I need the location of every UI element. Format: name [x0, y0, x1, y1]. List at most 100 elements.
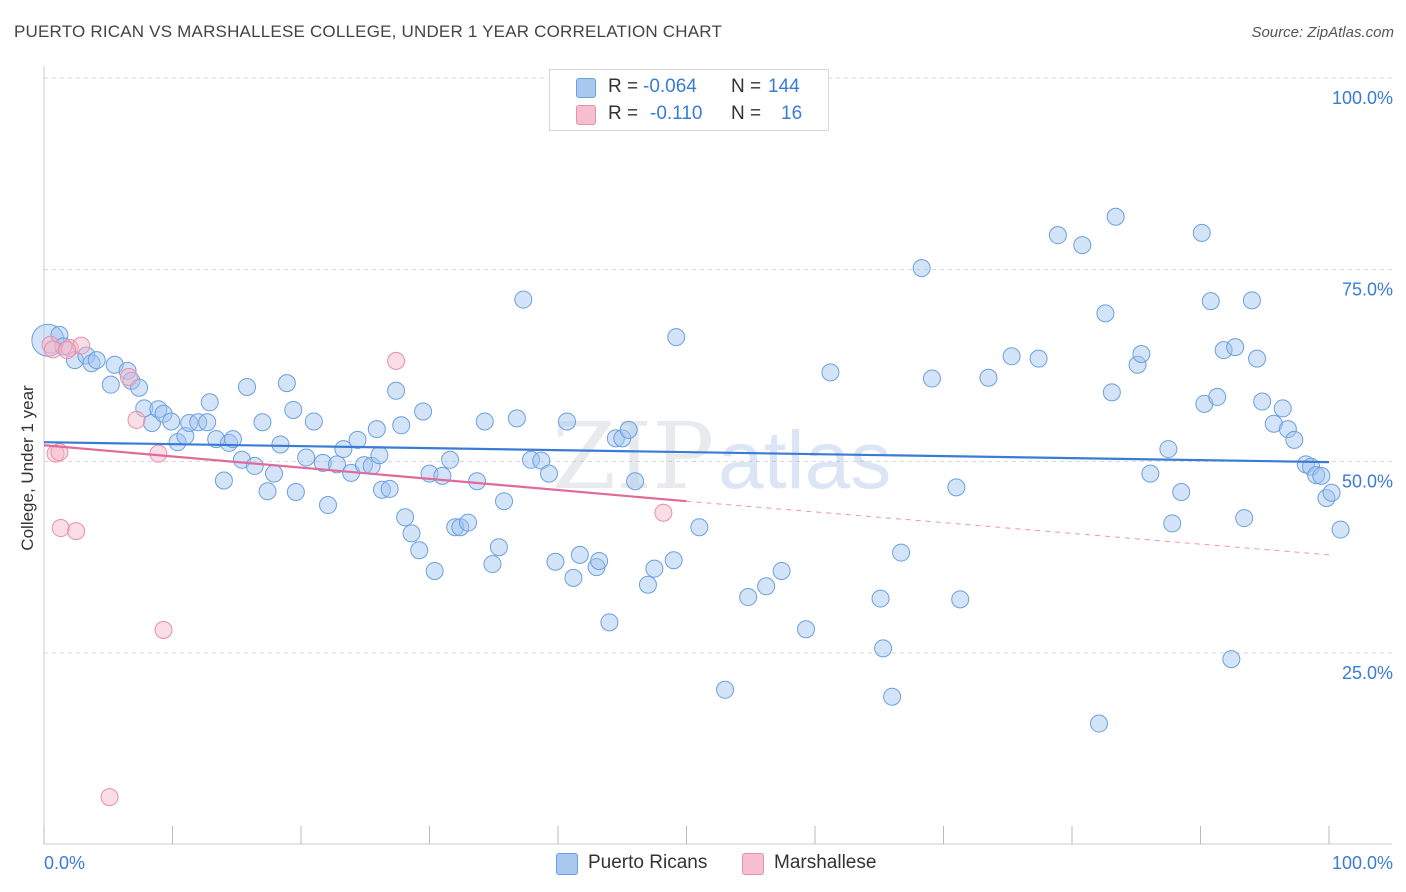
point-puerto-rican: [118, 361, 137, 380]
point-puerto-rican: [1235, 509, 1254, 528]
point-puerto-rican: [433, 466, 452, 485]
point-puerto-rican: [1002, 347, 1021, 366]
point-puerto-rican: [690, 518, 709, 537]
trend-line-marshallese-extension: [686, 500, 1330, 556]
point-puerto-rican: [540, 464, 559, 483]
point-puerto-rican: [1285, 430, 1304, 449]
point-puerto-rican: [468, 472, 487, 491]
point-puerto-rican: [874, 639, 893, 658]
point-puerto-rican: [162, 412, 181, 431]
bottom-legend-swatch-pink: [742, 853, 764, 875]
point-puerto-rican: [1029, 349, 1048, 368]
point-puerto-rican: [1264, 414, 1283, 433]
point-puerto-rican: [402, 524, 421, 543]
point-puerto-rican: [318, 496, 337, 515]
y-axis-label: College, Under 1 year: [18, 385, 37, 551]
point-puerto-rican: [101, 375, 120, 394]
point-puerto-rican: [1253, 392, 1272, 411]
point-marshallese: [654, 503, 673, 522]
point-puerto-rican: [564, 568, 583, 587]
point-marshallese: [60, 338, 79, 357]
watermark-atlas: atlas: [718, 415, 891, 506]
point-puerto-rican: [200, 393, 219, 412]
y-tick-label: 50.0%: [1342, 471, 1393, 491]
point-puerto-rican: [425, 561, 444, 580]
point-puerto-rican: [772, 561, 791, 580]
point-puerto-rican: [1163, 514, 1182, 533]
point-puerto-rican: [600, 613, 619, 632]
point-puerto-rican: [380, 479, 399, 498]
point-puerto-rican: [265, 464, 284, 483]
legend-r-value: -0.064: [643, 76, 697, 97]
point-puerto-rican: [313, 453, 332, 472]
point-puerto-rican: [1222, 650, 1241, 669]
point-puerto-rican: [1159, 440, 1178, 459]
y-tick-label: 75.0%: [1342, 280, 1393, 300]
point-puerto-rican: [947, 478, 966, 497]
point-puerto-rican: [1132, 345, 1151, 363]
point-puerto-rican: [387, 381, 406, 400]
point-puerto-rican: [821, 363, 840, 382]
point-puerto-rican: [475, 412, 494, 431]
point-puerto-rican: [1201, 292, 1220, 311]
point-marshallese: [100, 788, 119, 807]
point-puerto-rican: [1242, 291, 1261, 310]
point-marshallese: [154, 621, 173, 639]
point-puerto-rican: [370, 446, 389, 465]
point-puerto-rican: [1278, 420, 1297, 439]
point-puerto-rican: [1312, 466, 1331, 485]
legend-r-value: -0.110: [650, 103, 703, 124]
point-puerto-rican: [1172, 483, 1191, 501]
point-marshallese: [72, 336, 91, 355]
bottom-legend-swatch-blue: [556, 853, 578, 875]
bottom-legend-label: Marshallese: [774, 852, 877, 873]
point-puerto-rican: [410, 541, 429, 560]
point-puerto-rican: [367, 420, 386, 439]
point-puerto-rican: [1226, 338, 1245, 357]
watermark-zip: ZIP: [552, 403, 714, 510]
point-puerto-rican: [922, 369, 941, 388]
point-puerto-rican: [1073, 236, 1092, 255]
point-puerto-rican: [1208, 387, 1227, 406]
point-puerto-rican: [979, 368, 998, 387]
point-marshallese: [67, 522, 86, 541]
point-puerto-rican: [871, 589, 890, 608]
trend-line-marshallese: [43, 444, 687, 503]
point-puerto-rican: [495, 492, 514, 511]
legend-n-label: N =: [731, 103, 762, 124]
point-puerto-rican: [716, 680, 735, 699]
legend-r-label: R =: [608, 103, 639, 124]
point-puerto-rican: [1096, 304, 1115, 323]
point-puerto-rican: [284, 400, 303, 419]
legend-n-label: N =: [731, 76, 762, 97]
point-puerto-rican: [590, 552, 609, 570]
legend-row-puerto-ricans: R = -0.064 N = 144: [550, 74, 828, 100]
point-puerto-rican: [483, 555, 502, 574]
legend-swatch-blue: [576, 78, 596, 98]
point-puerto-rican: [1331, 520, 1350, 539]
x-tick-label: 0.0%: [44, 853, 85, 873]
point-puerto-rican: [304, 412, 323, 431]
point-puerto-rican: [507, 409, 526, 428]
point-puerto-rican: [223, 430, 242, 449]
point-puerto-rican: [489, 538, 508, 557]
correlation-legend: R = -0.064 N = 144 R = -0.110 N = 16: [549, 69, 829, 131]
legend-row-marshallese: R = -0.110 N = 16: [550, 101, 828, 127]
point-puerto-rican: [883, 687, 902, 706]
point-puerto-rican: [606, 429, 625, 448]
point-puerto-rican: [238, 377, 257, 396]
point-puerto-rican: [1214, 341, 1233, 360]
point-puerto-rican: [372, 480, 391, 499]
point-puerto-rican: [1192, 223, 1211, 242]
point-puerto-rican: [327, 455, 346, 474]
y-tick-label: 100.0%: [1332, 88, 1393, 108]
point-puerto-rican: [348, 430, 367, 449]
point-puerto-rican: [1248, 349, 1267, 368]
point-puerto-rican: [664, 551, 683, 570]
point-puerto-rican: [892, 543, 911, 562]
point-puerto-rican: [396, 508, 415, 527]
point-puerto-rican: [522, 450, 541, 469]
point-puerto-rican: [392, 416, 411, 435]
point-marshallese: [387, 351, 406, 370]
